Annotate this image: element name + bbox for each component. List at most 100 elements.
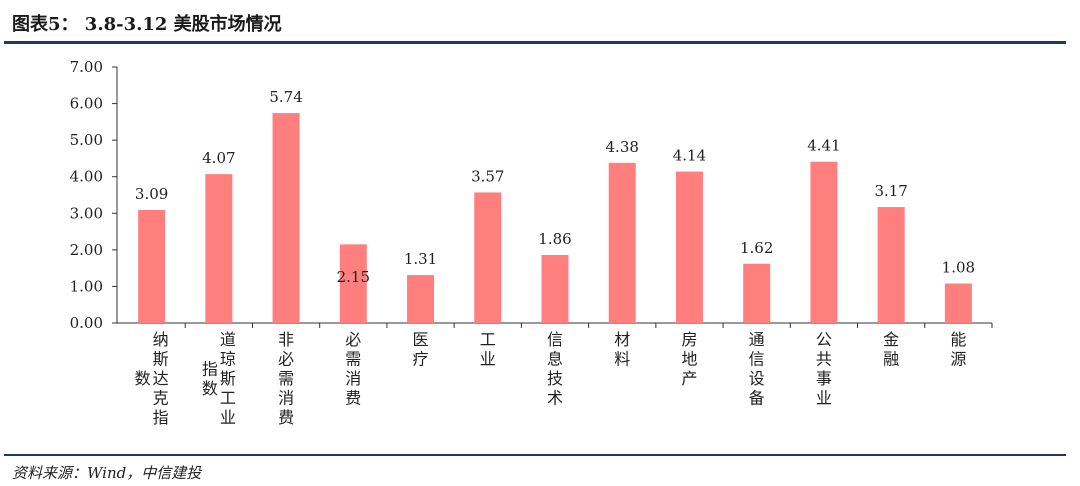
- bar: [675, 171, 703, 323]
- category-label: 工业: [480, 330, 496, 369]
- bar: [608, 162, 636, 323]
- svg-text:纳: 纳: [153, 330, 169, 349]
- data-labels: 3.09 4.07 5.74 2.15 1.31 3.57 1.86 4.38 4.14 1.62…: [135, 88, 975, 286]
- title-rule: [4, 41, 1066, 44]
- svg-text:必: 必: [345, 330, 361, 349]
- svg-text:非: 非: [278, 330, 294, 349]
- y-tick-label: 0.00: [70, 314, 103, 332]
- category-label: 医疗: [413, 330, 429, 369]
- svg-text:产: 产: [681, 369, 697, 388]
- svg-text:达: 达: [153, 369, 169, 388]
- svg-text:共: 共: [816, 350, 832, 369]
- footer-rule: [4, 454, 1066, 456]
- bar: [810, 161, 838, 323]
- svg-text:费: 费: [278, 408, 294, 427]
- svg-text:设: 设: [749, 369, 765, 388]
- bar: [272, 113, 300, 323]
- category-label: 能源: [950, 330, 966, 369]
- svg-text:斯: 斯: [220, 369, 236, 388]
- bar: [339, 244, 367, 323]
- bar: [743, 263, 771, 323]
- svg-text:公: 公: [816, 330, 832, 349]
- svg-text:指: 指: [202, 359, 218, 378]
- y-tick-label: 4.00: [70, 168, 103, 186]
- bar-value-label: 1.86: [538, 230, 571, 248]
- svg-text:琼: 琼: [220, 350, 236, 369]
- bar: [205, 174, 233, 323]
- svg-text:道: 道: [220, 330, 236, 349]
- y-tick-label: 1.00: [70, 277, 103, 295]
- svg-text:融: 融: [883, 350, 899, 369]
- bar: [407, 275, 435, 323]
- svg-text:消: 消: [278, 389, 294, 408]
- svg-text:信: 信: [547, 330, 563, 349]
- bar: [877, 207, 905, 323]
- bar: [944, 283, 972, 323]
- bar: [474, 192, 502, 323]
- svg-text:需: 需: [345, 350, 361, 369]
- svg-text:房: 房: [681, 330, 697, 349]
- bar-value-label: 1.08: [942, 259, 975, 277]
- bar-value-label: 1.62: [740, 239, 773, 257]
- svg-text:消: 消: [345, 369, 361, 388]
- category-labels: 纳斯达克指数道琼斯工业指数非必需消费必需消费医疗工业信息技术材料房地产通信设备公…: [135, 330, 967, 427]
- bar-value-label: 3.09: [135, 185, 168, 203]
- bar-value-label: 3.17: [874, 182, 907, 200]
- svg-text:费: 费: [345, 389, 361, 408]
- svg-text:通: 通: [749, 330, 765, 349]
- svg-text:需: 需: [278, 369, 294, 388]
- bar: [541, 254, 569, 323]
- y-tick-label: 3.00: [70, 204, 103, 222]
- svg-text:金: 金: [883, 330, 899, 349]
- svg-text:料: 料: [614, 350, 630, 369]
- figure-title: 图表5： 3.8-3.12 美股市场情况: [12, 14, 282, 35]
- svg-text:斯: 斯: [153, 350, 169, 369]
- svg-text:技: 技: [547, 369, 563, 388]
- category-label: 材料: [614, 330, 630, 369]
- svg-text:工: 工: [220, 389, 236, 408]
- svg-text:指: 指: [153, 408, 169, 427]
- svg-text:备: 备: [749, 389, 765, 408]
- svg-text:源: 源: [950, 350, 966, 369]
- bar-value-label: 4.14: [673, 147, 706, 165]
- svg-text:数: 数: [202, 379, 218, 398]
- svg-text:能: 能: [950, 330, 966, 349]
- y-axis: 0.00 1.00 2.00 3.00 4.00 5.00 6.00 7.00: [70, 58, 118, 332]
- bars: [138, 113, 972, 323]
- bar-value-label: 1.31: [404, 250, 437, 268]
- svg-text:业: 业: [220, 408, 236, 427]
- bar-value-label: 4.07: [202, 149, 235, 167]
- svg-text:术: 术: [547, 389, 563, 408]
- bar-value-label: 2.15: [337, 268, 370, 286]
- x-axis: [117, 322, 993, 328]
- svg-text:必: 必: [278, 350, 294, 369]
- source-note: 资料来源：Wind，中信建投: [12, 464, 202, 482]
- svg-text:克: 克: [153, 389, 169, 408]
- y-tick-label: 2.00: [70, 241, 103, 259]
- bar-value-label: 4.38: [606, 138, 639, 156]
- svg-text:地: 地: [681, 350, 697, 369]
- svg-text:医: 医: [413, 330, 429, 349]
- svg-text:事: 事: [816, 369, 832, 388]
- category-label: 房地产: [681, 330, 697, 388]
- bar-value-label: 3.57: [471, 167, 504, 185]
- svg-text:信: 信: [749, 350, 765, 369]
- y-tick-label: 5.00: [70, 131, 103, 149]
- bar-value-label: 4.41: [807, 137, 840, 155]
- bar-value-label: 5.74: [269, 88, 302, 106]
- svg-text:业: 业: [816, 389, 832, 408]
- svg-text:数: 数: [135, 369, 151, 388]
- svg-text:材: 材: [614, 330, 630, 349]
- category-label: 金融: [883, 330, 899, 369]
- svg-text:业: 业: [480, 350, 496, 369]
- y-tick-label: 6.00: [70, 95, 103, 113]
- y-tick-label: 7.00: [70, 58, 103, 76]
- bar: [138, 209, 166, 323]
